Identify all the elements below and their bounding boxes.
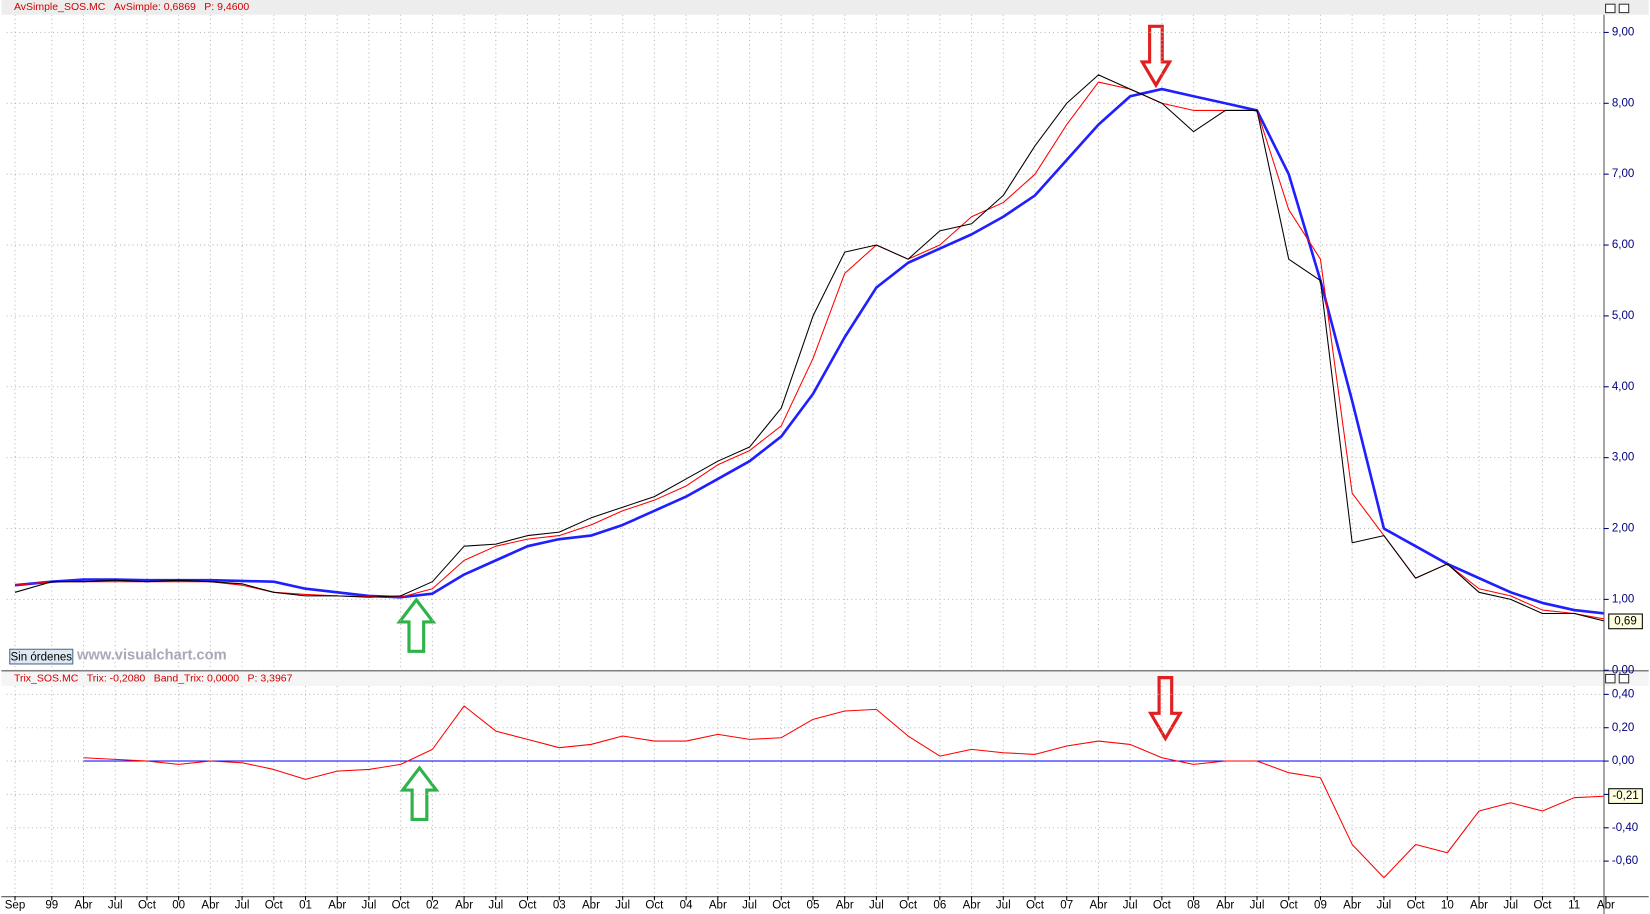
x-tick-label: 05 — [807, 900, 820, 912]
x-tick-label: Jul — [615, 900, 630, 912]
x-tick-label: Jul — [362, 900, 377, 912]
x-tick-label: Jul — [1503, 900, 1518, 912]
y-tick-label: 1,00 — [1612, 593, 1634, 605]
x-tick-label: Oct — [265, 900, 284, 912]
x-tick-label: Jul — [235, 900, 250, 912]
x-tick-label: Oct — [899, 900, 918, 912]
y-tick-label: 6,00 — [1612, 239, 1634, 251]
x-tick-label: Abr — [1089, 900, 1107, 912]
x-tick-label: 99 — [45, 900, 58, 912]
x-tick-label: 08 — [1187, 900, 1200, 912]
plot — [6, 686, 1604, 897]
x-tick-label: Abr — [963, 900, 981, 912]
x-tick-label: Abr — [455, 900, 473, 912]
indicator-label: Trix: -0,2080 — [87, 672, 146, 684]
x-tick-label: Abr — [1216, 900, 1234, 912]
y-tick-label: -0,40 — [1612, 822, 1638, 834]
window-button[interactable] — [1618, 3, 1630, 14]
x-tick-label: Oct — [392, 900, 411, 912]
x-tick-label: 04 — [680, 900, 693, 912]
x-tick-label: Oct — [519, 900, 538, 912]
last-value-label: 0,69 — [1614, 615, 1636, 627]
x-tick-label: Jul — [996, 900, 1011, 912]
x-tick-label: Abr — [201, 900, 219, 912]
window-button[interactable] — [1605, 3, 1616, 14]
indicator-label: P: 3,3967 — [248, 672, 293, 684]
watermark: www.visualchart.com — [76, 647, 227, 663]
y-tick-label: 4,00 — [1612, 381, 1634, 393]
x-tick-label: 00 — [172, 900, 185, 912]
last-value-box — [1608, 613, 1643, 630]
x-tick-label: Abr — [709, 900, 727, 912]
x-tick-label: Oct — [138, 900, 157, 912]
x-tick-label: Oct — [1533, 900, 1552, 912]
x-tick-label: Jul — [488, 900, 503, 912]
header-bar — [1, 0, 1649, 15]
orders-button-text[interactable]: Sin órdenes — [10, 652, 72, 664]
x-tick-label: 01 — [299, 900, 312, 912]
x-tick-label: Oct — [1280, 900, 1299, 912]
y-tick-label: 7,00 — [1612, 168, 1634, 180]
series-line — [14, 81, 1604, 620]
x-tick-label: Oct — [1153, 900, 1172, 912]
x-tick-label: Abr — [836, 900, 854, 912]
indicator-label: AvSimple: 0,6869 — [114, 1, 196, 13]
series-line — [14, 87, 1604, 615]
x-tick-label: Oct — [772, 900, 791, 912]
y-tick-label: 2,00 — [1612, 523, 1634, 535]
x-tick-label: 06 — [933, 900, 946, 912]
x-tick-label: Jul — [742, 900, 757, 912]
x-tick-label: Jul — [869, 900, 884, 912]
y-tick-label: -0,60 — [1612, 855, 1638, 867]
x-tick-label: 02 — [426, 900, 439, 912]
x-tick-label: Oct — [1407, 900, 1426, 912]
x-tick-label: Oct — [1026, 900, 1045, 912]
y-tick-label: 0,00 — [1612, 755, 1634, 767]
x-tick-label: Jul — [1377, 900, 1392, 912]
window-button[interactable] — [1605, 673, 1616, 684]
buy-arrow — [399, 765, 440, 822]
x-tick-label: Abr — [1597, 900, 1615, 912]
y-tick-label: 0,20 — [1612, 722, 1634, 734]
y-tick-label: 5,00 — [1612, 310, 1634, 322]
x-tick-label: Abr — [328, 900, 346, 912]
header-bar — [1, 671, 1649, 687]
x-tick-label: Jul — [1250, 900, 1265, 912]
x-tick-label: Oct — [645, 900, 664, 912]
y-tick-label: 0,40 — [1612, 688, 1634, 700]
x-tick-label: 07 — [1060, 900, 1073, 912]
x-tick-label: Jul — [1123, 900, 1138, 912]
y-tick-label: 0,00 — [1612, 664, 1634, 676]
x-tick-label: Sep — [5, 900, 26, 912]
panel-title: Trix_SOS.MC — [14, 672, 79, 684]
last-value-box — [1608, 788, 1643, 804]
y-tick-label: 8,00 — [1612, 97, 1634, 109]
y-tick-label: 9,00 — [1612, 26, 1634, 38]
x-tick-label: Abr — [1470, 900, 1488, 912]
x-tick-label: Abr — [75, 900, 93, 912]
indicator-label: P: 9,4600 — [204, 1, 249, 13]
last-value-label: -0,21 — [1612, 790, 1638, 802]
panel-title: AvSimple_SOS.MC — [14, 1, 106, 13]
x-tick-label: 09 — [1314, 900, 1327, 912]
x-tick-label: Jul — [108, 900, 123, 912]
buy-arrow — [396, 597, 437, 653]
x-tick-label: 11 — [1568, 900, 1580, 912]
x-tick-label: Abr — [1343, 900, 1361, 912]
x-tick-label: 03 — [553, 900, 566, 912]
sell-arrow — [1147, 676, 1183, 742]
indicator-label: Band_Trix: 0,0000 — [154, 672, 240, 684]
series-line — [14, 74, 1604, 622]
sell-arrow — [1139, 24, 1173, 89]
plot — [6, 14, 1604, 671]
series-line — [83, 705, 1604, 879]
y-tick-label: 3,00 — [1612, 452, 1634, 464]
window-button[interactable] — [1618, 673, 1630, 684]
x-tick-label: 10 — [1441, 900, 1454, 912]
orders-button[interactable] — [9, 648, 74, 665]
x-tick-label: Abr — [582, 900, 600, 912]
